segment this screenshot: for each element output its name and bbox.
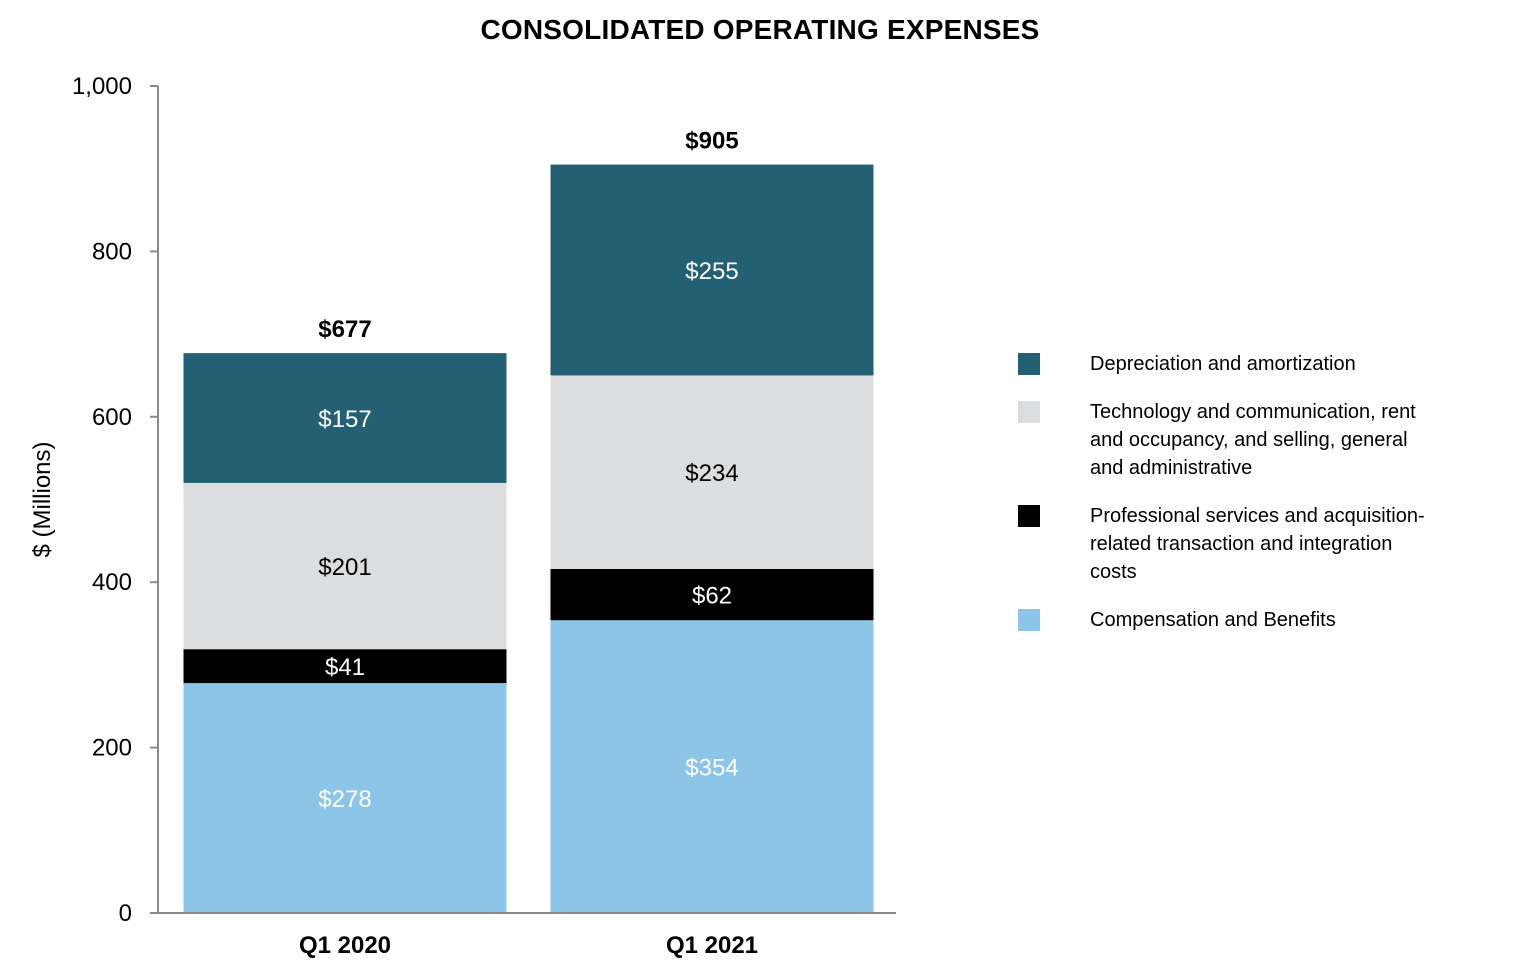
total-value-label: $677: [318, 316, 371, 343]
legend-swatch: [1018, 505, 1040, 527]
legend-label: Technology and communication, rent and o…: [1090, 401, 1416, 479]
legend-item-depreciation: Depreciation and amortization: [1018, 350, 1438, 378]
total-value-label: $905: [685, 128, 738, 155]
segment-value-label: $62: [692, 583, 732, 610]
bar-segment: [550, 568, 874, 621]
bar-segment: [183, 353, 507, 483]
legend-item-technology: Technology and communication, rent and o…: [1018, 398, 1438, 482]
x-category-label: Q1 2021: [666, 932, 758, 959]
legend-swatch: [1018, 401, 1040, 423]
chart-title: CONSOLIDATED OPERATING EXPENSES: [480, 14, 1040, 45]
legend-item-compensation: Compensation and Benefits: [1018, 606, 1438, 634]
segment-value-label: $201: [318, 554, 371, 581]
legend-swatch: [1018, 353, 1040, 375]
legend-label: Compensation and Benefits: [1090, 609, 1336, 631]
y-axis-ticks: 0 200 400 600 800 1,000: [72, 73, 158, 927]
y-tick-label: 800: [92, 238, 132, 265]
legend: Depreciation and amortization Technology…: [1018, 350, 1438, 654]
segment-value-label: $157: [318, 406, 371, 433]
segment-value-label: $354: [685, 755, 738, 782]
segment-value-label: $234: [685, 460, 738, 487]
bar-segment: [183, 683, 507, 913]
y-axis-label: $ (Millions): [29, 441, 56, 557]
legend-label: Professional services and acquisition-re…: [1090, 505, 1425, 583]
segment-value-label: $255: [685, 258, 738, 285]
legend-label: Depreciation and amortization: [1090, 353, 1356, 375]
bar-segment: [183, 649, 507, 684]
bar-segment: [183, 482, 507, 650]
y-tick-label: 0: [119, 900, 132, 927]
legend-item-professional: Professional services and acquisition-re…: [1018, 502, 1438, 586]
bars: [183, 164, 874, 913]
axes: [150, 86, 896, 914]
y-tick-label: 400: [92, 569, 132, 596]
y-tick-label: 600: [92, 404, 132, 431]
y-tick-label: 200: [92, 735, 132, 762]
y-tick-label: 1,000: [72, 73, 132, 100]
segment-value-label: $41: [325, 654, 365, 681]
bar-segment: [550, 375, 874, 569]
labels: $278 $41 $201 $157 $677 Q1 2020 $354 $62 $234 $25…: [29, 128, 758, 959]
legend-swatch: [1018, 609, 1040, 631]
x-category-label: Q1 2020: [299, 932, 391, 959]
segment-value-label: $278: [318, 786, 371, 813]
bar-segment: [550, 164, 874, 376]
bar-segment: [550, 620, 874, 913]
